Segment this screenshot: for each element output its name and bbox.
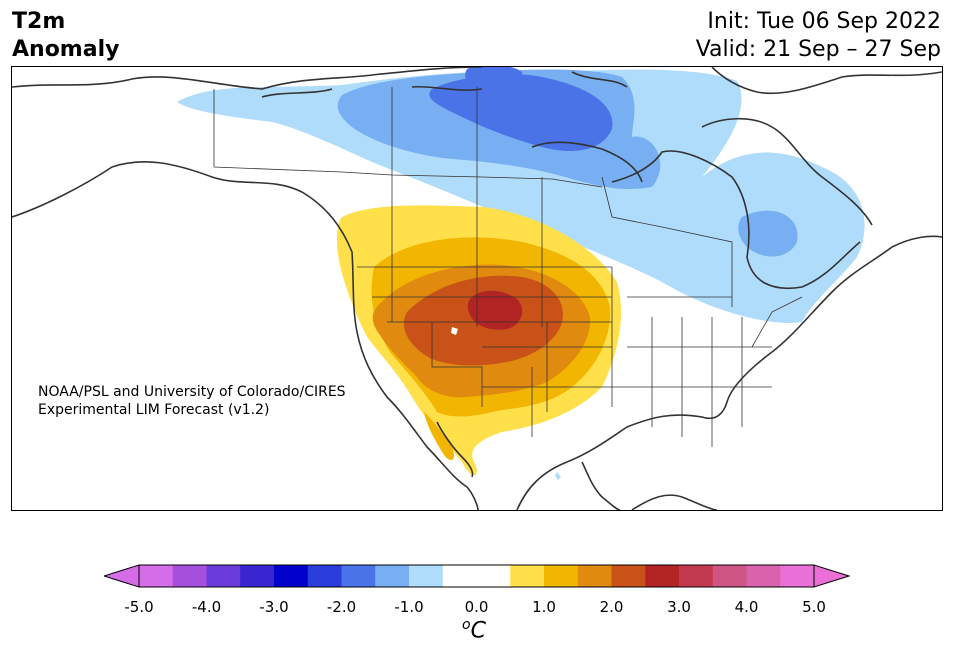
colorbar-tick-label: 2.0: [599, 598, 624, 616]
colorbar-bin: [510, 565, 545, 587]
colorbar-underflow: [104, 564, 140, 588]
unit-superscript: o: [462, 617, 471, 633]
anomaly-map: [11, 66, 943, 511]
colorbar-bin: [679, 565, 714, 587]
colorbar-bin: [544, 565, 579, 587]
colorbar-tick-label: 1.0: [532, 598, 556, 616]
colorbar: [104, 564, 850, 588]
credit-line-2: Experimental LIM Forecast (v1.2): [38, 402, 270, 418]
colorbar-tick-label: -5.0: [124, 598, 154, 616]
colorbar-bin: [139, 565, 174, 587]
colorbar-bin: [409, 565, 444, 587]
colorbar-bin: [307, 565, 342, 587]
unit-base: C: [470, 618, 486, 644]
colorbar-tick-label: -2.0: [326, 598, 357, 616]
state-borders: [213, 87, 803, 447]
cold-anomaly-area: [177, 67, 865, 323]
credit-line-1: NOAA/PSL and University of Colorado/CIRE…: [38, 384, 346, 400]
colorbar-tick-label: 0.0: [464, 598, 489, 616]
colorbar-bin: [746, 565, 781, 587]
colorbar-bin: [206, 565, 241, 587]
colorbar-unit: oC: [462, 617, 486, 643]
colorbar-ticks: -5.0 -4.0 -3.0 -2.0 -1.0 0.0 1.0 2.0 3.0 4.0 5.0: [0, 598, 953, 618]
colorbar-bin: [780, 565, 815, 587]
colorbar-bin: [442, 565, 477, 587]
colorbar-bin: [645, 565, 680, 587]
colorbar-bin: [577, 565, 612, 587]
colorbar-tick-label: -4.0: [191, 598, 222, 616]
title-line-1: T2m: [12, 9, 66, 34]
warm-anomaly-area: [337, 205, 622, 480]
colorbar-overflow: [813, 564, 850, 588]
colorbar-bin: [172, 565, 207, 587]
colorbar-bin: [274, 565, 309, 587]
colorbar-tick-label: -3.0: [259, 598, 289, 616]
colorbar-bin: [611, 565, 646, 587]
coastlines: [12, 67, 942, 510]
colorbar-tick-label: 3.0: [667, 598, 691, 616]
map-title: T2m Anomaly: [12, 8, 119, 64]
map-svg: [12, 67, 942, 510]
colorbar-bin: [375, 565, 410, 587]
title-line-2: Anomaly: [12, 37, 120, 62]
init-date: Init: Tue 06 Sep 2022: [707, 9, 941, 34]
colorbar-bin: [476, 565, 511, 587]
colorbar-bin: [712, 565, 747, 587]
colorbar-tick-label: 5.0: [802, 598, 826, 616]
colorbar-tick-label: -1.0: [394, 598, 424, 616]
forecast-credit: NOAA/PSL and University of Colorado/CIRE…: [38, 383, 346, 419]
colorbar-bin: [341, 565, 376, 587]
colorbar-bin: [240, 565, 275, 587]
valid-date-range: Valid: 21 Sep – 27 Sep: [695, 37, 941, 62]
forecast-dates: Init: Tue 06 Sep 2022 Valid: 21 Sep – 27…: [696, 8, 941, 64]
colorbar-tick-label: 4.0: [734, 598, 759, 616]
